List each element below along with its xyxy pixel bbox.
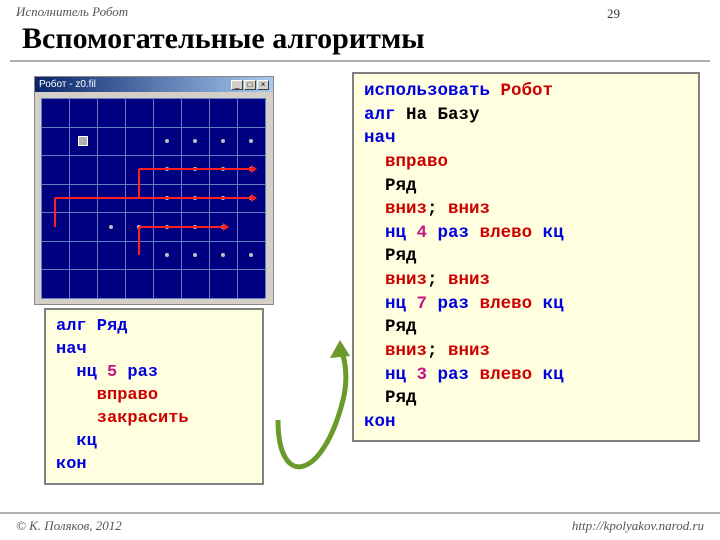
- title-underline: [10, 60, 710, 62]
- subtitle: Исполнитель Робот: [16, 4, 704, 20]
- content-area: Робот - z0.fil _ □ × алг Ряднач нц 5 раз…: [0, 70, 720, 500]
- page-header: Исполнитель Робот 29 Вспомогательные алг…: [0, 0, 720, 56]
- window-buttons: _ □ ×: [231, 80, 269, 90]
- maximize-icon[interactable]: □: [244, 80, 256, 90]
- curvy-arrow-icon: [268, 340, 358, 490]
- footer-url: http://kpolyakov.narod.ru: [572, 518, 704, 534]
- copyright: © К. Поляков, 2012: [16, 518, 122, 534]
- minimize-icon[interactable]: _: [231, 80, 243, 90]
- page-title: Вспомогательные алгоритмы: [16, 22, 704, 56]
- robot-grid: [41, 98, 265, 298]
- robot-titlebar: Робот - z0.fil _ □ ×: [35, 77, 273, 92]
- small-code-block: алг Ряднач нц 5 раз вправо закрасить кцк…: [44, 308, 264, 485]
- robot-window: Робот - z0.fil _ □ ×: [34, 76, 274, 305]
- footer: © К. Поляков, 2012 http://kpolyakov.naro…: [0, 512, 720, 540]
- page-number: 29: [607, 6, 620, 22]
- close-icon[interactable]: ×: [257, 80, 269, 90]
- large-code-block: использовать Роботалг На Базунач вправо …: [352, 72, 700, 442]
- robot-window-title: Робот - z0.fil: [39, 79, 96, 90]
